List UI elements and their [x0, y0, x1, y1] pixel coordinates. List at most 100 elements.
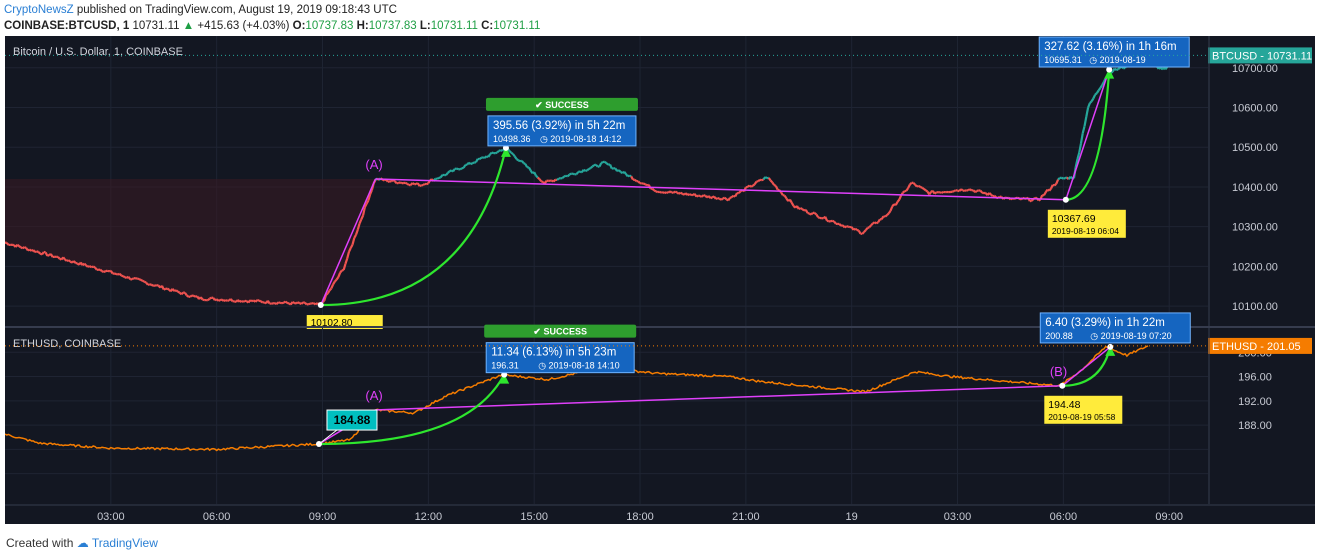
btc-price-segment — [64, 258, 68, 262]
publisher-name[interactable]: CryptoNewsZ — [4, 4, 74, 16]
btc-price-segment — [191, 294, 195, 298]
btc-price-segment — [1081, 125, 1086, 134]
btc-price-segment — [810, 212, 814, 216]
btc-pane-title: Bitcoin / U.S. Dollar, 1, COINBASE — [13, 46, 183, 58]
low-value: 10731.11 — [430, 20, 478, 32]
btc-price-segment — [406, 182, 410, 186]
btc-price-segment — [773, 184, 777, 187]
xtick-label: 09:00 — [1155, 511, 1183, 523]
btc-price-segment — [41, 251, 45, 256]
btc-price-segment — [342, 263, 347, 271]
btc-price-segment — [653, 189, 657, 193]
btc-price-segment — [804, 209, 809, 214]
btc-price-segment — [857, 230, 862, 235]
btc-price-segment — [140, 278, 144, 282]
btc-price-segment — [979, 189, 984, 194]
btc-price-segment — [62, 256, 66, 261]
btc-price-segment — [798, 207, 802, 211]
xtick-label: 06:00 — [203, 511, 231, 523]
created-with-text: Created with — [6, 536, 74, 550]
btc-price-segment — [145, 281, 149, 286]
btc-ytick-label: 10100.00 — [1232, 301, 1278, 313]
btc-price-segment — [872, 221, 876, 225]
last-price: 10731.11 — [132, 20, 180, 32]
btc-price-segment — [620, 171, 623, 175]
btc-price-segment — [967, 188, 971, 192]
btc-price-segment — [173, 289, 177, 293]
btc-price-segment — [801, 208, 805, 212]
btc-price-segment — [841, 224, 846, 229]
btc-price-segment — [563, 174, 567, 178]
btc-price-segment — [446, 170, 451, 174]
btc-price-segment — [1097, 87, 1102, 92]
footer: Created with ☁ TradingView — [6, 536, 158, 550]
btc-price-segment — [223, 299, 226, 303]
btc-price-segment — [664, 191, 667, 195]
btc-price-segment — [332, 280, 336, 285]
btc-price-segment — [1048, 187, 1052, 192]
btc-price-segment — [925, 189, 929, 193]
btc-price-segment — [891, 203, 895, 208]
btc-price-segment — [907, 184, 911, 189]
btc-price-segment — [588, 167, 592, 171]
btc-price-segment — [251, 299, 255, 303]
tradingview-brand[interactable]: TradingView — [91, 536, 158, 550]
btc-price-segment — [283, 300, 287, 304]
published-text: published on TradingView.com, August 19,… — [76, 4, 397, 16]
eth-move2-line2: 200.88 — [1045, 331, 1073, 341]
btc-price-segment — [183, 292, 188, 296]
btc-ytick-label: 10400.00 — [1232, 182, 1278, 194]
eth-price-tag-bg — [1208, 337, 1312, 354]
btc-price-segment — [861, 231, 865, 235]
btc-price-segment — [461, 166, 464, 170]
btc-price-segment — [1069, 175, 1073, 180]
chart-area[interactable]: 10100.00 10200.00 10300.00 10400.00 10500.00… — [5, 36, 1315, 524]
btc-price-segment — [1052, 183, 1055, 187]
btc-price-segment — [193, 294, 196, 298]
btc-price-segment — [293, 301, 297, 305]
xtick-label: 06:00 — [1050, 511, 1078, 523]
btc-price-segment — [260, 300, 264, 304]
btc-price-segment — [634, 178, 638, 182]
btc-price-segment — [524, 163, 529, 168]
btc-move1-box — [487, 115, 637, 147]
btc-price-segment — [666, 191, 669, 194]
btc-price-segment — [520, 160, 525, 164]
btc-price-segment — [326, 289, 331, 295]
btc-price-segment — [20, 246, 24, 250]
price-chart-svg[interactable]: 10100.00 10200.00 10300.00 10400.00 10500.00… — [5, 36, 1315, 524]
btc-price-segment — [124, 276, 128, 279]
btc-price-segment — [299, 302, 302, 306]
btc-trend-line — [375, 178, 1066, 201]
btc-price-segment — [263, 301, 267, 305]
close-value: 10731.11 — [493, 20, 541, 32]
btc-price-segment — [669, 190, 673, 194]
btc-price-segment — [346, 251, 351, 259]
btc-price-segment — [510, 151, 514, 155]
btc-price-segment — [494, 151, 498, 155]
btc-price-segment — [1055, 179, 1060, 185]
btc-price-segment — [295, 301, 299, 305]
btc-price-segment — [605, 162, 609, 166]
eth-trend-line — [1061, 346, 1111, 387]
btc-price-segment — [486, 155, 489, 159]
btc-price-segment — [941, 190, 944, 194]
xtick-label: 09:00 — [309, 511, 337, 523]
btc-price-segment — [1110, 70, 1114, 74]
btc-price-segment — [1076, 152, 1081, 160]
btc-price-segment — [34, 250, 38, 254]
xtick-label: 18:00 — [626, 511, 654, 523]
btc-price-segment — [275, 301, 280, 305]
btc-price-segment — [448, 169, 452, 173]
eth-support-date: 2019-08-19 05:58 — [1048, 412, 1115, 422]
btc-price-segment — [1074, 158, 1079, 168]
btc-ytick-label: 10600.00 — [1232, 103, 1278, 115]
btc-price-segment — [369, 189, 373, 195]
btc-success-badge — [485, 97, 638, 111]
btc-price-segment — [598, 162, 603, 168]
btc-price-segment — [930, 189, 934, 193]
eth-support-value: 194.48 — [1048, 399, 1080, 411]
btc-price-segment — [478, 156, 482, 161]
btc-price-segment — [856, 228, 860, 232]
